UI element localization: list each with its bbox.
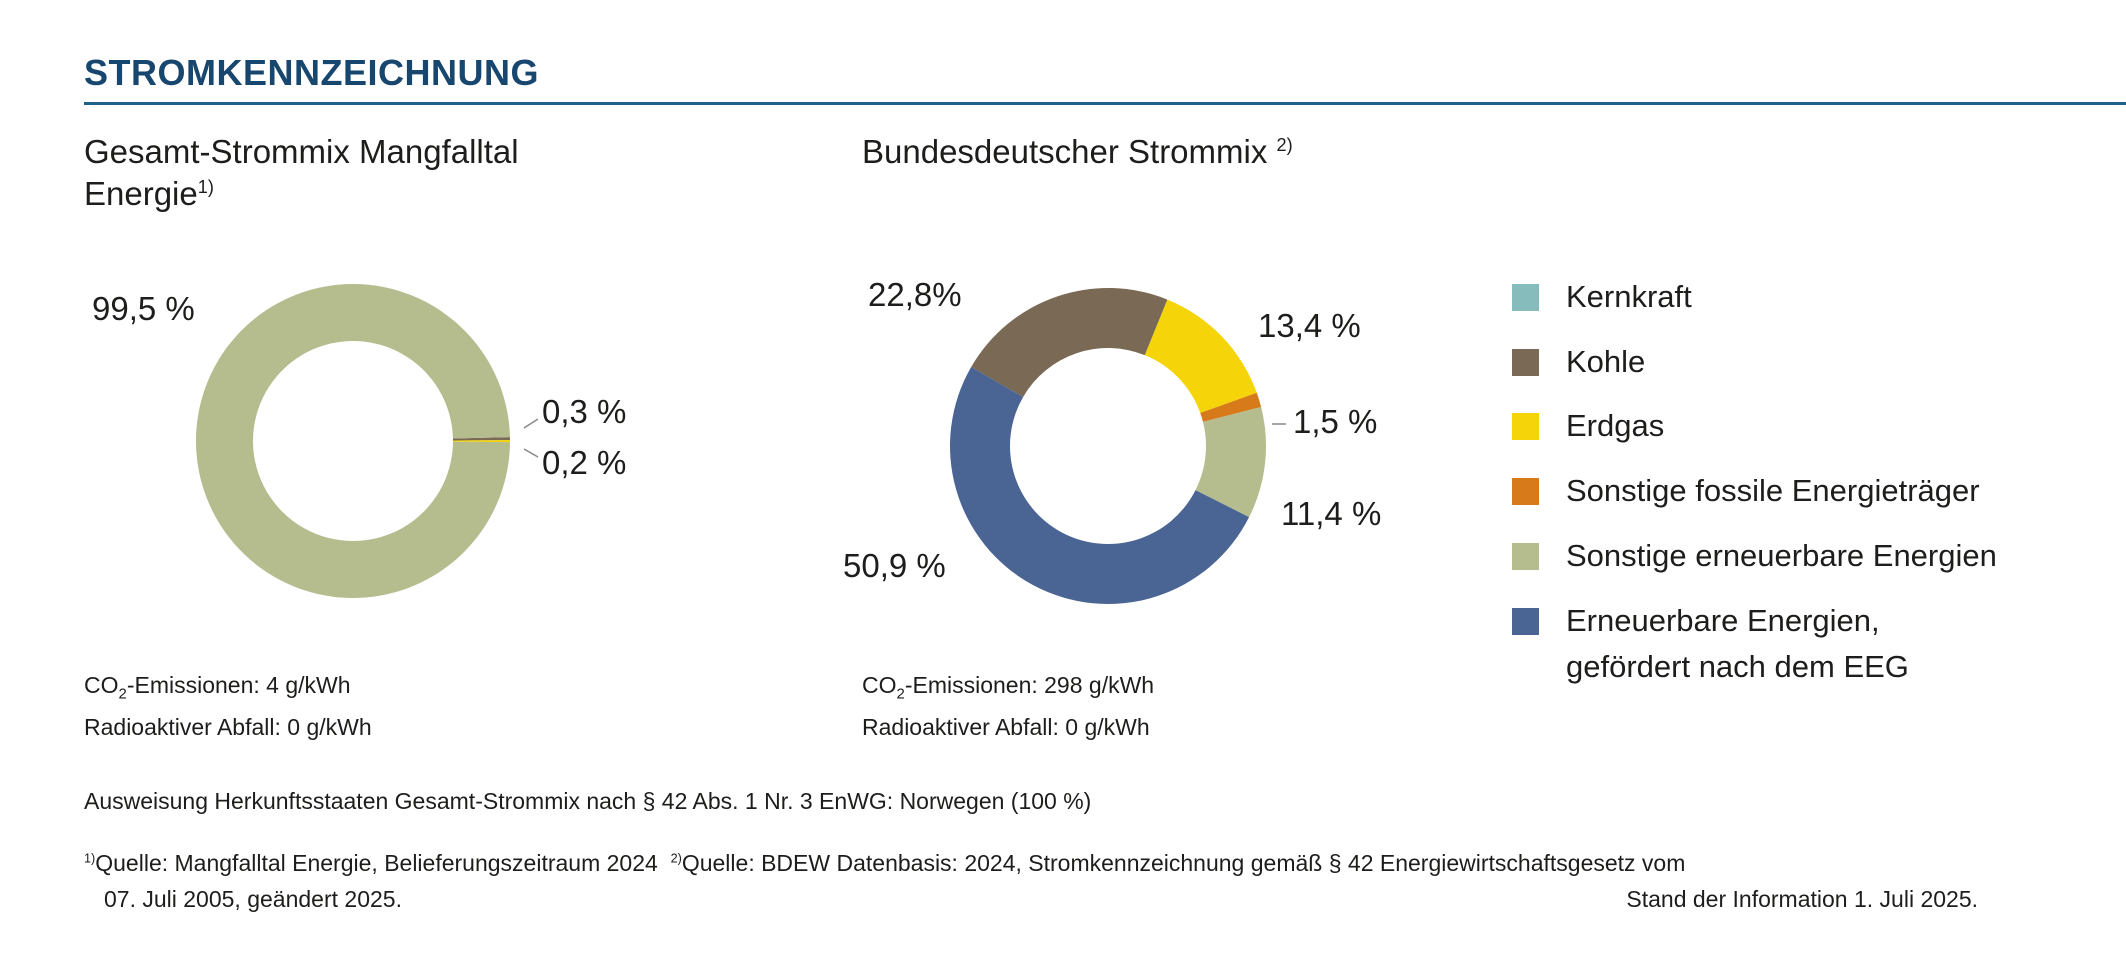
legend-label: Erdgas [1566,408,1665,443]
donut-chart-1 [195,284,510,599]
slice-label: 0,2 % [542,444,627,481]
legend-swatch [1512,478,1539,505]
donut-chart-2 [950,288,1266,604]
legend-label: Kernkraft [1566,279,1692,314]
slice-label: 1,5 % [1293,403,1378,440]
donut-slice [1195,407,1266,518]
legend-label: Sonstige fossile Energieträger [1566,473,1980,508]
footnotes-line1: 1)Quelle: Mangfalltal Energie, Belieferu… [84,850,1686,876]
origin-note: Ausweisung Herkunftsstaaten Gesamt-Strom… [84,788,1092,814]
legend-label: Erneuerbare Energien, gefördert nach dem … [1566,603,1909,684]
donut-slice [1200,392,1262,422]
legend-swatch [1512,608,1539,635]
leader-line [523,418,539,429]
donut-slice [452,437,510,441]
slice-label: 99,5 % [92,290,195,327]
slice-label: 0,3 % [542,393,627,430]
chart2-title: Bundesdeutscher Strommix 2) [862,133,1293,170]
donut-slice [1144,299,1257,413]
chart1-co2: CO2-Emissionen: 4 g/kWh Radioaktiver Abfa… [84,672,372,740]
legend-swatch [1512,413,1539,440]
legend-swatch [1512,349,1539,376]
divider [84,102,2126,105]
page-title: STROMKENNZEICHNUNG [84,52,539,93]
legend-label: Sonstige erneuerbare Energien [1566,538,1997,573]
donut-slice [195,284,510,599]
footnotes-line2-right: Stand der Information 1. Juli 2025. [1626,886,1978,912]
chart1-title: Gesamt-Strommix Mangfalltal Energie1) [84,133,519,212]
slice-label: 11,4 % [1281,495,1382,532]
slice-label: 50,9 % [843,547,946,584]
slice-label: 22,8% [868,276,962,313]
donut-slice [452,440,510,443]
donut-slice [950,367,1250,604]
legend-label: Kohle [1566,344,1646,379]
legend-swatch [1512,284,1539,311]
leader-line [523,448,539,458]
slice-label: 13,4 % [1258,307,1361,344]
donut-slice [971,288,1168,397]
legend-swatch [1512,543,1539,570]
chart2-co2: CO2-Emissionen: 298 g/kWh Radioaktiver Ab… [862,672,1155,740]
footnotes-line2-left: 07. Juli 2005, geändert 2025. [104,886,402,912]
